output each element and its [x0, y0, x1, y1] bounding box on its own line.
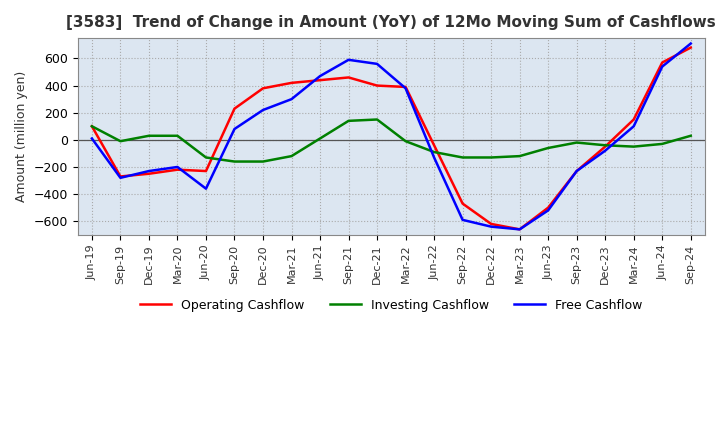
Free Cashflow: [658, 64, 667, 69]
Operating Cashflow: [315, 77, 324, 83]
Operating Cashflow: [173, 167, 181, 172]
Operating Cashflow: [88, 124, 96, 129]
Free Cashflow: [430, 155, 438, 160]
Operating Cashflow: [459, 201, 467, 206]
Free Cashflow: [88, 136, 96, 141]
Investing Cashflow: [173, 133, 181, 139]
Free Cashflow: [601, 148, 610, 153]
Operating Cashflow: [373, 83, 382, 88]
Investing Cashflow: [258, 159, 267, 164]
Investing Cashflow: [373, 117, 382, 122]
Investing Cashflow: [572, 140, 581, 145]
Operating Cashflow: [344, 75, 353, 80]
Free Cashflow: [487, 224, 495, 229]
Free Cashflow: [344, 57, 353, 62]
Line: Free Cashflow: Free Cashflow: [92, 44, 690, 229]
Investing Cashflow: [145, 133, 153, 139]
Operating Cashflow: [116, 174, 125, 179]
Operating Cashflow: [258, 86, 267, 91]
Free Cashflow: [373, 61, 382, 66]
Operating Cashflow: [686, 45, 695, 50]
Free Cashflow: [516, 227, 524, 232]
Investing Cashflow: [601, 143, 610, 148]
Operating Cashflow: [544, 205, 552, 210]
Investing Cashflow: [344, 118, 353, 124]
Investing Cashflow: [430, 150, 438, 155]
Y-axis label: Amount (million yen): Amount (million yen): [15, 71, 28, 202]
Free Cashflow: [686, 41, 695, 46]
Free Cashflow: [258, 107, 267, 113]
Free Cashflow: [315, 73, 324, 79]
Investing Cashflow: [459, 155, 467, 160]
Line: Investing Cashflow: Investing Cashflow: [92, 120, 690, 161]
Operating Cashflow: [658, 60, 667, 65]
Free Cashflow: [116, 175, 125, 180]
Operating Cashflow: [401, 84, 410, 90]
Free Cashflow: [230, 126, 239, 132]
Free Cashflow: [572, 169, 581, 174]
Line: Operating Cashflow: Operating Cashflow: [92, 48, 690, 229]
Operating Cashflow: [230, 106, 239, 111]
Operating Cashflow: [202, 169, 210, 174]
Operating Cashflow: [629, 117, 638, 122]
Title: [3583]  Trend of Change in Amount (YoY) of 12Mo Moving Sum of Cashflows: [3583] Trend of Change in Amount (YoY) o…: [66, 15, 716, 30]
Free Cashflow: [629, 124, 638, 129]
Operating Cashflow: [487, 221, 495, 227]
Free Cashflow: [459, 217, 467, 223]
Free Cashflow: [401, 86, 410, 91]
Operating Cashflow: [430, 143, 438, 148]
Investing Cashflow: [487, 155, 495, 160]
Investing Cashflow: [401, 139, 410, 144]
Investing Cashflow: [544, 145, 552, 150]
Free Cashflow: [173, 164, 181, 169]
Operating Cashflow: [145, 171, 153, 176]
Investing Cashflow: [516, 154, 524, 159]
Investing Cashflow: [88, 124, 96, 129]
Free Cashflow: [145, 169, 153, 174]
Free Cashflow: [202, 186, 210, 191]
Investing Cashflow: [116, 139, 125, 144]
Operating Cashflow: [601, 144, 610, 149]
Investing Cashflow: [202, 155, 210, 160]
Investing Cashflow: [658, 141, 667, 147]
Operating Cashflow: [287, 80, 296, 85]
Investing Cashflow: [629, 144, 638, 149]
Investing Cashflow: [287, 154, 296, 159]
Free Cashflow: [287, 96, 296, 102]
Legend: Operating Cashflow, Investing Cashflow, Free Cashflow: Operating Cashflow, Investing Cashflow, …: [135, 293, 647, 317]
Investing Cashflow: [686, 133, 695, 139]
Free Cashflow: [544, 208, 552, 213]
Operating Cashflow: [572, 169, 581, 174]
Operating Cashflow: [516, 227, 524, 232]
Investing Cashflow: [315, 136, 324, 141]
Investing Cashflow: [230, 159, 239, 164]
